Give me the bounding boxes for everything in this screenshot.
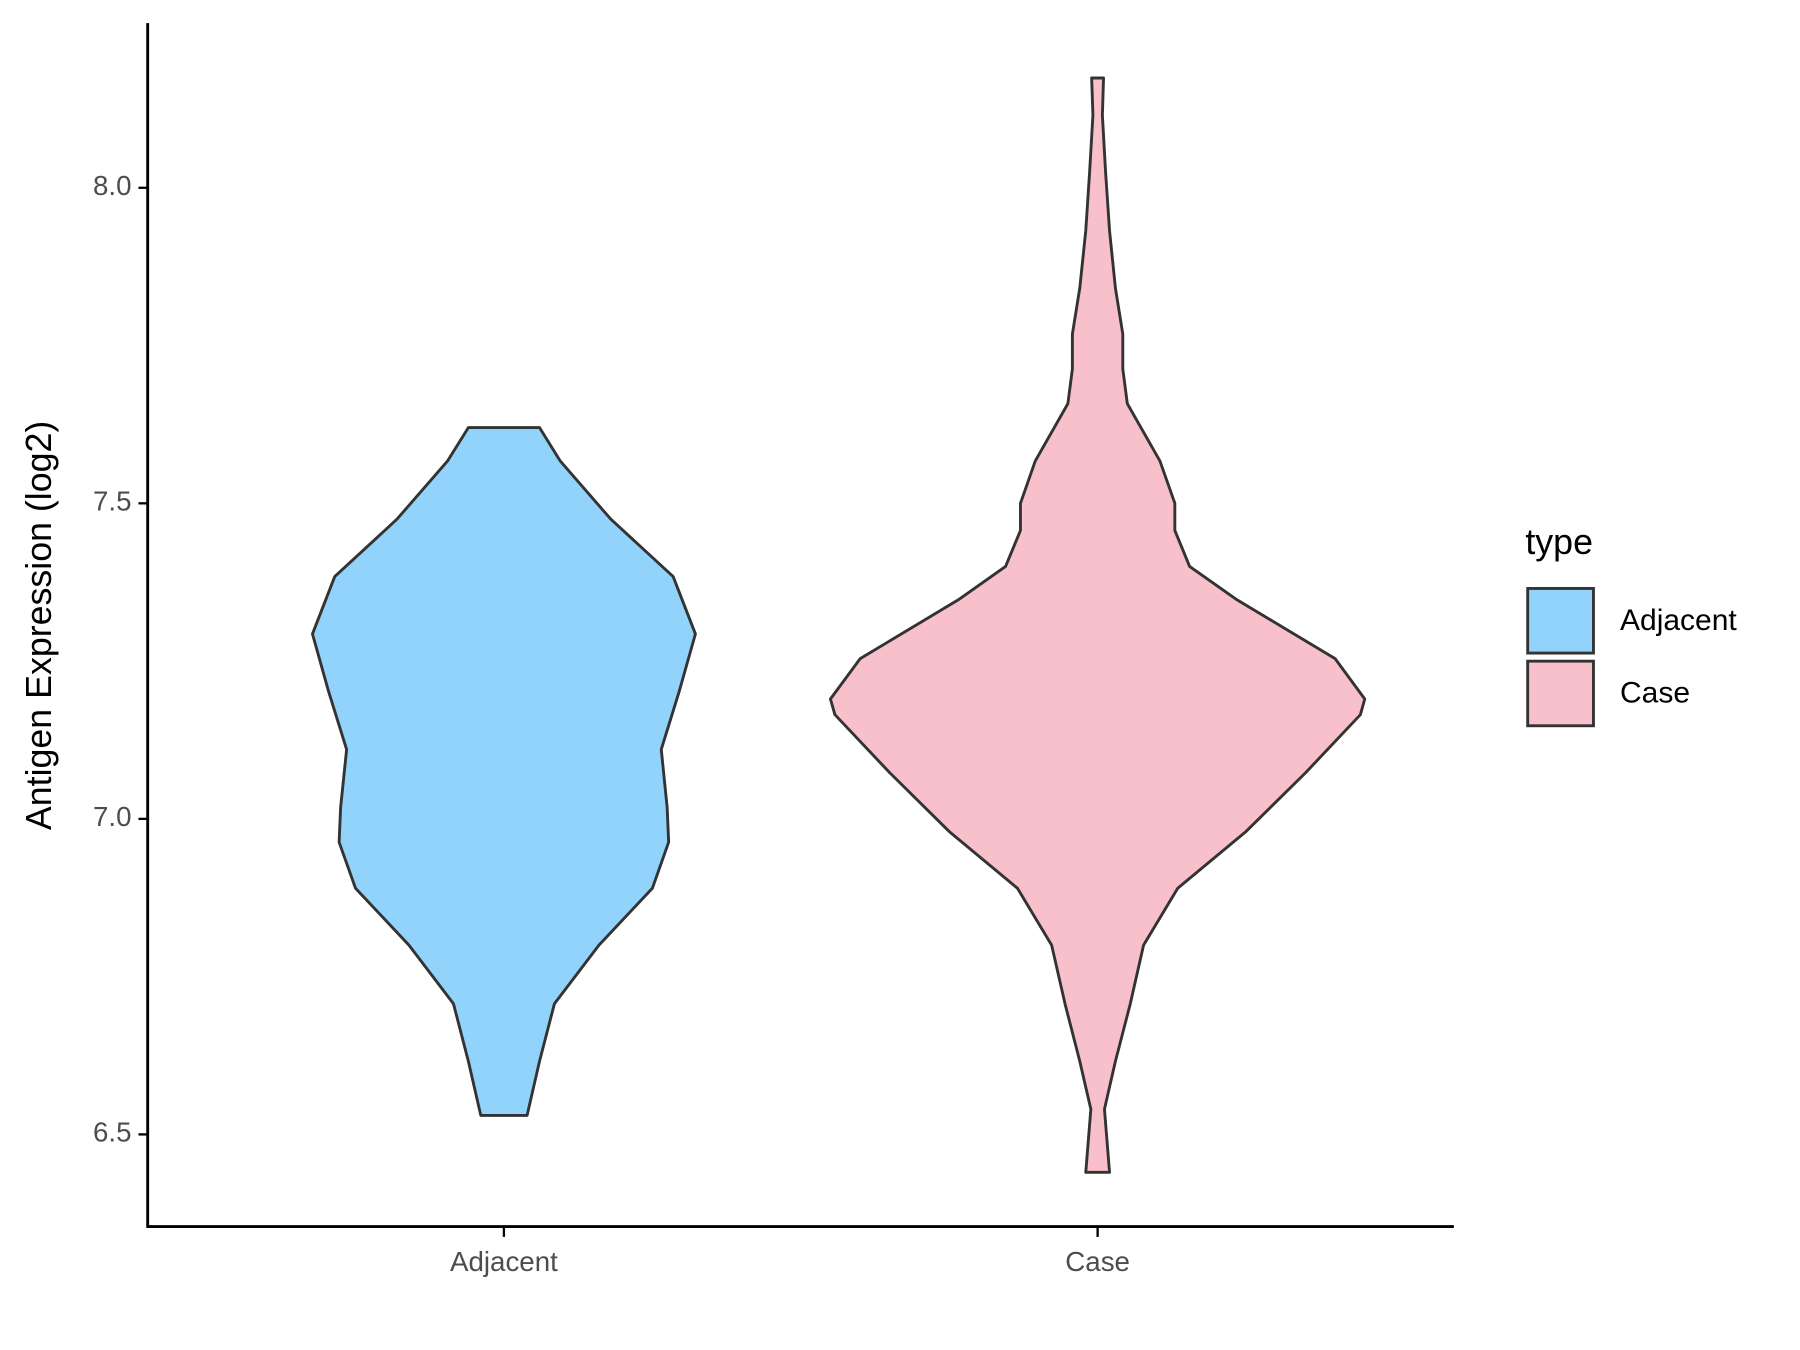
y-axis-title: Antigen Expression (log2) bbox=[19, 421, 59, 830]
y-tick-label: 7.5 bbox=[93, 486, 132, 517]
x-tick-label: Case bbox=[1065, 1246, 1130, 1277]
legend-label: Adjacent bbox=[1620, 604, 1737, 637]
legend-key bbox=[1526, 659, 1595, 728]
y-tick-label: 7.0 bbox=[93, 801, 132, 832]
y-tick-label: 6.5 bbox=[93, 1117, 132, 1148]
y-tick-label: 8.0 bbox=[93, 170, 132, 201]
violin bbox=[828, 76, 1367, 1174]
legend-key bbox=[1526, 587, 1595, 655]
legend-title: type bbox=[1525, 522, 1593, 562]
violin bbox=[311, 426, 697, 1117]
legend-label: Case bbox=[1620, 677, 1690, 710]
x-tick-label: Adjacent bbox=[450, 1246, 558, 1277]
